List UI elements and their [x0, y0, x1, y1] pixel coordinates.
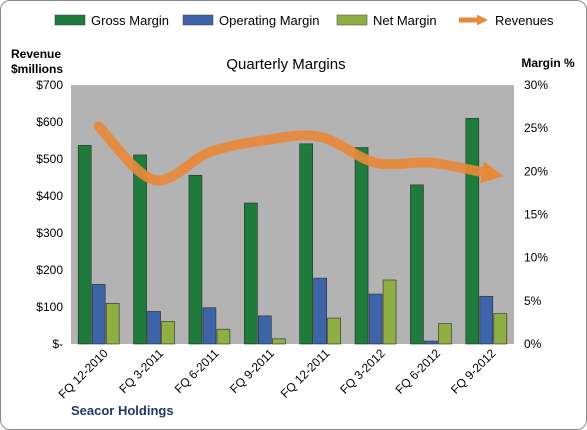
- left-axis-tick: $500: [36, 152, 63, 166]
- gross-margin-bar: [133, 154, 147, 345]
- right-axis: 0% 5% 10% 15% 20% 25% 30%: [524, 78, 548, 351]
- x-axis-tick: FQ 3-2011: [116, 346, 166, 396]
- x-axis-tick: FQ 12-2011: [278, 346, 333, 401]
- gross-margin-bar: [465, 118, 480, 345]
- gross-margin-bar: [244, 202, 258, 345]
- revenues-line: [93, 121, 504, 186]
- operating-margin-bar: [258, 315, 272, 345]
- gross-margin-bar: [354, 147, 369, 345]
- net-margin-bar: [493, 313, 508, 345]
- gross-margin-bar: [410, 184, 424, 345]
- x-axis-tick: FQ 6-2012: [393, 346, 444, 397]
- gross-margin-bar: [188, 174, 203, 345]
- x-axis-tick: FQ 3-2012: [337, 346, 388, 397]
- left-axis-tick: $600: [36, 115, 63, 129]
- legend-swatch-net-margin: [336, 14, 368, 26]
- operating-margin-bar: [368, 293, 383, 345]
- line-layer: [93, 121, 504, 186]
- legend-swatch-operating-margin: [182, 14, 214, 26]
- right-axis-tick: 30%: [524, 78, 548, 92]
- right-axis-title: Margin %: [521, 56, 575, 70]
- left-axis-tick: $300: [36, 226, 63, 240]
- left-axis-tick: $200: [36, 263, 63, 277]
- x-axis-tick: FQ 12-2010: [56, 346, 111, 401]
- left-axis-tick: $400: [36, 189, 63, 203]
- net-margin-bar: [438, 323, 452, 345]
- gross-margin-bar: [77, 145, 92, 345]
- bar-layer: [77, 118, 508, 345]
- right-axis-tick: 0%: [524, 337, 542, 351]
- left-axis: $- $100 $200 $300 $400 $500 $600 $700: [36, 78, 63, 351]
- operating-margin-bar: [313, 277, 327, 345]
- legend-label-net-margin: Net Margin: [373, 13, 437, 28]
- right-axis-tick: 25%: [524, 121, 548, 135]
- operating-margin-bar: [202, 307, 217, 345]
- legend-label-gross-margin: Gross Margin: [91, 13, 169, 28]
- gross-margin-bar: [299, 143, 313, 345]
- net-margin-bar: [161, 321, 175, 345]
- legend-label-revenues: Revenues: [495, 13, 554, 28]
- right-axis-tick: 20%: [524, 164, 548, 178]
- left-axis-tick: $700: [36, 78, 63, 92]
- operating-margin-bar: [479, 295, 494, 345]
- legend-swatch-gross-margin: [54, 14, 86, 26]
- operating-margin-bar: [424, 340, 438, 345]
- operating-margin-bar: [147, 311, 161, 345]
- right-axis-tick: 10%: [524, 251, 548, 265]
- net-margin-bar: [272, 338, 286, 345]
- left-axis-title-line1: Revenue: [11, 47, 61, 61]
- x-axis-tick: FQ 6-2011: [172, 346, 222, 396]
- operating-margin-bar: [91, 284, 106, 345]
- left-axis-tick: $100: [36, 300, 63, 314]
- footer-company-name: Seacor Holdings: [71, 403, 174, 418]
- net-margin-bar: [382, 279, 397, 345]
- net-margin-bar: [327, 317, 341, 345]
- x-axis: FQ 12-2010 FQ 3-2011 FQ 6-2011 FQ 9-2011 FQ …: [56, 346, 499, 401]
- legend: Gross Margin Operating Margin Net Margin Re…: [54, 13, 554, 28]
- net-margin-bar: [105, 302, 120, 345]
- x-axis-tick: FQ 9-2012: [448, 346, 499, 397]
- x-axis-tick: FQ 9-2011: [227, 346, 277, 396]
- left-axis-title-line2: $millions: [11, 62, 63, 76]
- right-axis-tick: 15%: [524, 208, 548, 222]
- right-axis-tick: 5%: [524, 294, 542, 308]
- legend-label-operating-margin: Operating Margin: [219, 13, 319, 28]
- net-margin-bar: [216, 328, 231, 345]
- left-axis-tick: $-: [52, 337, 63, 351]
- chart-title: Quarterly Margins: [226, 56, 345, 73]
